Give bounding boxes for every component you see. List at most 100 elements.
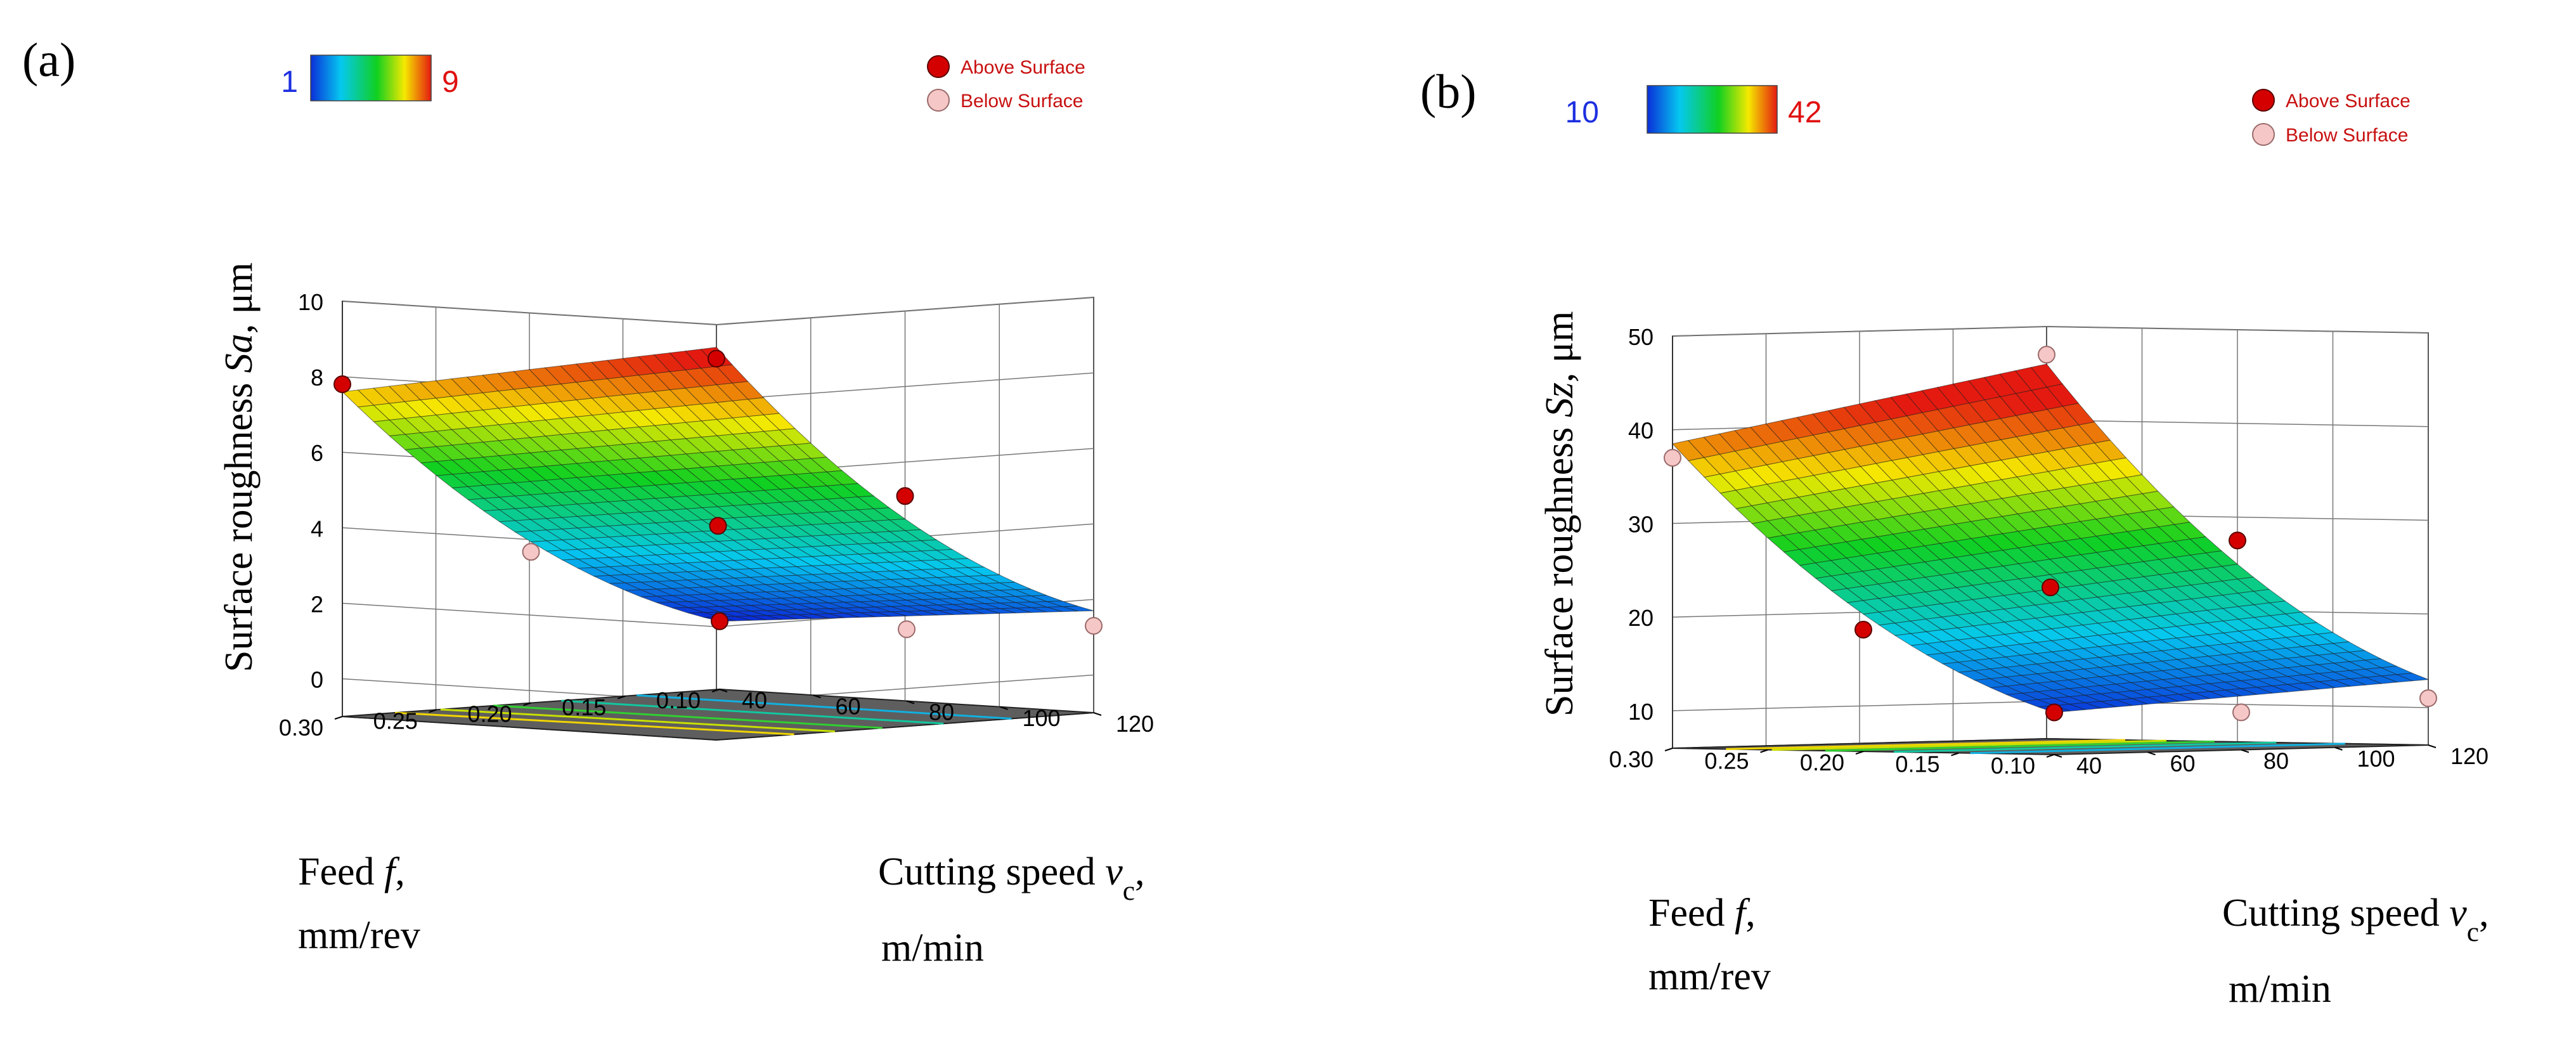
y-tick-label: 0.20 — [1800, 749, 1844, 775]
x-tick-label: 60 — [836, 693, 861, 719]
y-tick-label: 0.20 — [467, 701, 512, 727]
point-above-surface — [2229, 531, 2246, 550]
y-tick-label: 0.15 — [1895, 751, 1939, 777]
point-below-surface — [1085, 617, 1103, 635]
panel-a: 0 2 4 6 8 10 40 60 80 100 120 0.10 0.15 0.20 0.25 0.30 (… — [22, 34, 1154, 970]
label-part: Surface roughness — [1538, 417, 1581, 717]
label-part: Cutting speed — [2222, 892, 2449, 935]
z-tick-label: 10 — [298, 289, 323, 315]
point-below-surface — [2419, 689, 2437, 708]
floor-contour — [637, 694, 1012, 720]
cutting-speed-axis-label: Cutting speed vc, — [878, 850, 1145, 906]
label-part: Cutting speed — [878, 850, 1105, 893]
point-below-surface — [2232, 703, 2250, 722]
colorbar — [310, 55, 432, 101]
point-above-surface — [2042, 578, 2059, 597]
feed-axis-label: Feed f, — [1648, 892, 1756, 935]
point-below-surface — [898, 620, 916, 639]
response-surface — [1672, 363, 2429, 713]
label-part: c — [2467, 917, 2479, 947]
z-tick-label: 8 — [311, 365, 323, 391]
legend-above-label: Above Surface — [961, 57, 1085, 78]
z-tick-label: 10 — [1628, 699, 1654, 725]
panel-b: 10 20 30 40 50 40 60 80 100 120 0.10 0.15 0.20 0.25 0.… — [1420, 65, 2489, 1011]
floor-contour — [440, 708, 835, 732]
label-part: Surface roughness — [217, 373, 261, 672]
y-tick-label: 0.10 — [656, 687, 701, 713]
colorbar-min-label: 10 — [1565, 96, 1599, 129]
cutting-speed-axis-unit: m/min — [881, 926, 984, 970]
label-part: , — [1745, 892, 1756, 935]
y-tick-label: 0.25 — [1704, 748, 1749, 774]
z-tick-label: 50 — [1628, 324, 1654, 350]
wall-gridline-z — [1672, 326, 2429, 337]
y-tick-label: 0.10 — [1991, 753, 2035, 779]
feed-axis-unit: mm/rev — [1648, 955, 1771, 998]
x-tick — [2054, 754, 2062, 758]
y-tick-label: 0.30 — [279, 715, 323, 741]
x-tick — [2334, 746, 2343, 751]
z-axis-label: Surface roughness Sz, μm — [1538, 311, 1581, 717]
x-tick — [906, 700, 915, 704]
label-part: , μm — [217, 263, 261, 334]
colorbar-max-label: 9 — [442, 65, 459, 99]
y-tick — [711, 689, 720, 692]
x-tick-label: 40 — [742, 687, 767, 713]
x-tick — [2147, 751, 2156, 756]
floor-contour — [561, 699, 944, 725]
wall-gridline-z — [342, 297, 1094, 325]
label-part: Sa — [217, 334, 261, 373]
point-below-surface — [2038, 346, 2055, 364]
label-part: v — [1105, 850, 1123, 893]
floor-contour — [1825, 740, 2215, 752]
point-above-surface — [333, 375, 351, 393]
floor-contour — [1726, 739, 2126, 750]
y-tick — [1855, 751, 1864, 755]
x-tick — [2428, 744, 2437, 748]
label-part: Feed — [1648, 892, 1735, 935]
z-axis-label: Surface roughness Sa, μm — [217, 263, 261, 672]
point-above-surface — [711, 612, 728, 630]
y-tick — [523, 702, 531, 706]
feed-axis-unit: mm/rev — [298, 914, 420, 957]
label-part: , — [1135, 850, 1145, 893]
z-tick-label: 20 — [1628, 605, 1654, 631]
label-part: c — [1123, 876, 1135, 906]
label-part: , — [395, 850, 405, 893]
z-tick-label: 2 — [311, 591, 323, 617]
feed-axis-label: Feed f, — [298, 850, 405, 893]
legend-below-label: Below Surface — [2286, 125, 2408, 146]
x-tick — [2241, 749, 2249, 753]
legend-below-marker — [927, 89, 950, 112]
cutting-speed-axis-label: Cutting speed vc, — [2222, 892, 2489, 947]
point-above-surface — [709, 517, 727, 535]
colorbar — [1647, 85, 1778, 134]
x-tick-label: 120 — [2450, 743, 2489, 769]
z-tick-label: 6 — [311, 440, 323, 466]
y-tick — [617, 695, 626, 699]
x-tick-label: 60 — [2170, 750, 2196, 776]
y-tick — [1951, 752, 1959, 756]
floor-contour — [493, 704, 883, 729]
z-tick-label: 0 — [311, 666, 323, 692]
x-tick-label: 80 — [929, 699, 954, 725]
z-tick-label: 4 — [311, 516, 323, 542]
floor-contour — [1894, 741, 2277, 753]
response-surface — [341, 347, 1094, 622]
colorbar-max-label: 42 — [1788, 96, 1822, 129]
floor-contour — [1771, 739, 2167, 751]
x-tick — [1000, 706, 1008, 710]
label-part: v — [2449, 892, 2467, 935]
x-tick — [719, 689, 728, 692]
y-tick — [429, 709, 437, 713]
legend-above-label: Above Surface — [2286, 91, 2411, 112]
floor-contour — [395, 711, 794, 736]
legend-above-marker — [2252, 89, 2275, 112]
point-below-surface — [1664, 449, 1681, 467]
label-part: , μm — [1538, 311, 1581, 382]
x-tick-label: 100 — [1023, 705, 1061, 731]
x-tick — [1093, 712, 1102, 716]
x-tick-label: 100 — [2357, 746, 2395, 772]
y-tick — [1760, 749, 1768, 753]
